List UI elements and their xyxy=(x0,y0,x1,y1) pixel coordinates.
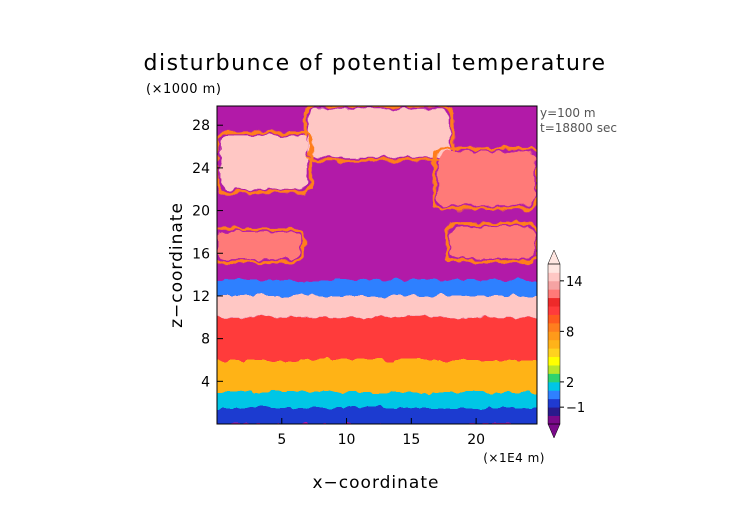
warm-patch-2 xyxy=(437,151,535,206)
colorbar-swatch-9 xyxy=(548,339,560,349)
warm-patch-edge-1 xyxy=(217,131,313,194)
x-axis-label: x−coordinate xyxy=(313,473,440,493)
warm-patches xyxy=(217,106,537,264)
colorbar-swatch-11 xyxy=(548,322,560,332)
colorbar-swatch-13 xyxy=(548,306,560,315)
layer-band-1 xyxy=(217,391,537,408)
layer-band-0 xyxy=(217,407,537,424)
colorbar-swatch-1 xyxy=(548,407,560,416)
annotation-t: t=18800 sec xyxy=(540,121,617,135)
colorbar-swatch-12 xyxy=(548,314,560,324)
layer-band-3 xyxy=(217,317,537,360)
y-tick-label-5: 24 xyxy=(192,161,210,177)
y-tick-label-0: 4 xyxy=(201,374,210,390)
warm-patch-1 xyxy=(220,135,308,190)
colorbar-swatch-4 xyxy=(548,381,560,391)
stratified-layers xyxy=(217,279,537,424)
colorbar-swatch-17 xyxy=(548,272,560,282)
colorbar-swatch-18 xyxy=(548,264,560,273)
y-axis-label: z−coordinate xyxy=(167,202,187,328)
warm-patch-edge-3 xyxy=(217,227,306,264)
colorbar-swatch-0 xyxy=(548,415,560,425)
colorbar-frame xyxy=(547,263,561,425)
colorbar-swatch-3 xyxy=(548,390,560,400)
y-axis: 4 8 12 16 20 24 28 xyxy=(192,118,223,390)
x-tick-label-2: 15 xyxy=(402,432,420,448)
x-tick-label-1: 10 xyxy=(338,432,356,448)
y-tick-label-3: 16 xyxy=(192,246,210,262)
colorbar-top-arrow xyxy=(547,249,561,265)
warm-patch-3 xyxy=(217,231,302,259)
colorbar-tick-label-2: 2 xyxy=(566,376,574,391)
y-tick-label-4: 20 xyxy=(192,204,210,220)
warm-patch-4 xyxy=(450,226,535,259)
colorbar-swatch-10 xyxy=(548,331,560,341)
colorbar-swatch-8 xyxy=(548,348,560,358)
warm-patch-0 xyxy=(307,109,451,158)
colorbar-swatch-6 xyxy=(548,365,560,374)
colorbar-tick-label-3: −1 xyxy=(566,401,585,416)
x-unit-label: (×1E4 m) xyxy=(483,451,545,465)
x-axis: 5 10 15 20 xyxy=(277,418,485,448)
y-tick-label-6: 28 xyxy=(192,118,210,134)
colorbar-tick-label-1: 8 xyxy=(566,325,574,340)
layer-band-4 xyxy=(217,295,537,318)
colorbar: 14 8 2 −1 xyxy=(547,249,585,439)
plot-area xyxy=(217,106,537,424)
y-unit-label: (×1000 m) xyxy=(146,82,221,97)
layer-band-5 xyxy=(217,279,537,296)
y-tick-label-2: 12 xyxy=(192,289,210,305)
chart-title: disturbunce of potential temperature xyxy=(144,51,607,76)
colorbar-bottom-arrow xyxy=(547,423,561,439)
warm-patch-edge-2 xyxy=(432,147,537,210)
y-tick-label-1: 8 xyxy=(201,332,210,348)
layer-band-2 xyxy=(217,359,537,392)
colorbar-swatch-5 xyxy=(548,373,560,383)
colorbar-swatch-2 xyxy=(548,398,560,408)
colorbar-swatch-14 xyxy=(548,297,560,307)
plot-frame xyxy=(216,105,538,425)
colorbar-swatch-15 xyxy=(548,289,560,299)
colorbar-swatch-16 xyxy=(548,280,560,290)
x-tick-label-0: 5 xyxy=(277,432,286,448)
colorbar-tick-label-0: 14 xyxy=(566,275,583,290)
x-tick-label-3: 20 xyxy=(467,432,485,448)
warm-patch-edge-4 xyxy=(445,222,537,264)
annotation-y: y=100 m xyxy=(540,106,596,120)
colorbar-swatch-7 xyxy=(548,356,560,366)
